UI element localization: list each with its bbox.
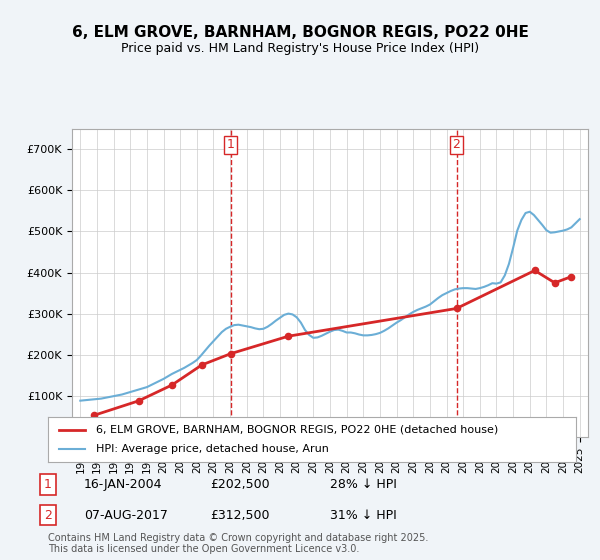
Point <box>226 349 236 358</box>
Text: 1: 1 <box>227 138 235 151</box>
Point <box>167 381 176 390</box>
Point <box>566 272 576 281</box>
Text: £202,500: £202,500 <box>210 478 269 491</box>
Text: 16-JAN-2004: 16-JAN-2004 <box>84 478 163 491</box>
Point <box>452 304 461 313</box>
Text: HPI: Average price, detached house, Arun: HPI: Average price, detached house, Arun <box>95 445 328 455</box>
Text: 31% ↓ HPI: 31% ↓ HPI <box>330 508 397 522</box>
Point <box>197 361 206 370</box>
Point <box>89 411 98 420</box>
Point <box>284 332 293 340</box>
Text: 07-AUG-2017: 07-AUG-2017 <box>84 508 168 522</box>
Point <box>530 266 539 275</box>
Point <box>134 396 143 405</box>
Text: £312,500: £312,500 <box>210 508 269 522</box>
Text: 2: 2 <box>44 508 52 522</box>
Text: 2: 2 <box>452 138 460 151</box>
Point <box>550 278 560 287</box>
Text: Contains HM Land Registry data © Crown copyright and database right 2025.
This d: Contains HM Land Registry data © Crown c… <box>48 533 428 554</box>
Text: Price paid vs. HM Land Registry's House Price Index (HPI): Price paid vs. HM Land Registry's House … <box>121 42 479 55</box>
Text: 6, ELM GROVE, BARNHAM, BOGNOR REGIS, PO22 0HE (detached house): 6, ELM GROVE, BARNHAM, BOGNOR REGIS, PO2… <box>95 424 498 435</box>
Text: 1: 1 <box>44 478 52 491</box>
Text: 6, ELM GROVE, BARNHAM, BOGNOR REGIS, PO22 0HE: 6, ELM GROVE, BARNHAM, BOGNOR REGIS, PO2… <box>71 25 529 40</box>
Text: 28% ↓ HPI: 28% ↓ HPI <box>330 478 397 491</box>
